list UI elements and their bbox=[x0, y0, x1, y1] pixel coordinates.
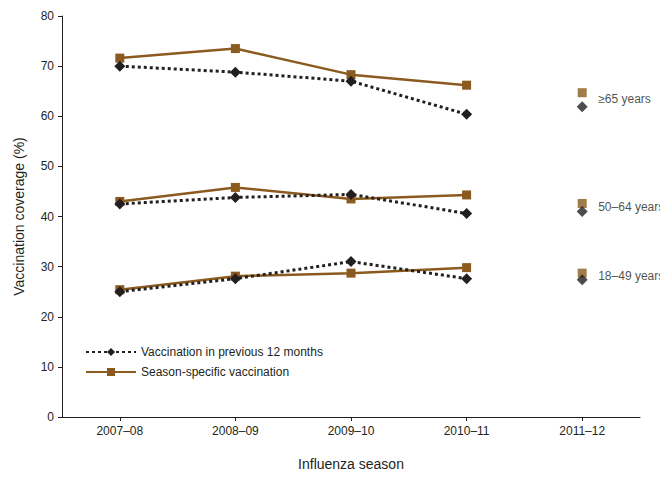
svg-text:70: 70 bbox=[41, 59, 55, 73]
svg-text:2010–11: 2010–11 bbox=[444, 424, 490, 438]
svg-text:2011–12: 2011–12 bbox=[559, 424, 605, 438]
svg-text:Vaccination in previous 12 mon: Vaccination in previous 12 months bbox=[141, 345, 323, 359]
svg-text:0: 0 bbox=[47, 410, 54, 424]
svg-text:2009–10: 2009–10 bbox=[328, 424, 375, 438]
svg-text:50: 50 bbox=[41, 159, 55, 173]
svg-text:2008–09: 2008–09 bbox=[212, 424, 259, 438]
svg-text:50–64 years: 50–64 years bbox=[598, 200, 660, 214]
svg-text:60: 60 bbox=[41, 109, 55, 123]
svg-text:≥65 years: ≥65 years bbox=[598, 92, 651, 106]
svg-text:20: 20 bbox=[41, 310, 55, 324]
svg-text:18–49 years: 18–49 years bbox=[598, 269, 660, 283]
svg-text:10: 10 bbox=[41, 360, 55, 374]
svg-text:2007–08: 2007–08 bbox=[96, 424, 143, 438]
svg-text:Influenza season: Influenza season bbox=[298, 456, 404, 472]
svg-text:Season-specific vaccination: Season-specific vaccination bbox=[141, 365, 289, 379]
svg-text:Vaccination coverage (%): Vaccination coverage (%) bbox=[11, 137, 27, 295]
svg-text:40: 40 bbox=[41, 210, 55, 224]
svg-text:80: 80 bbox=[41, 9, 55, 23]
svg-text:30: 30 bbox=[41, 260, 55, 274]
